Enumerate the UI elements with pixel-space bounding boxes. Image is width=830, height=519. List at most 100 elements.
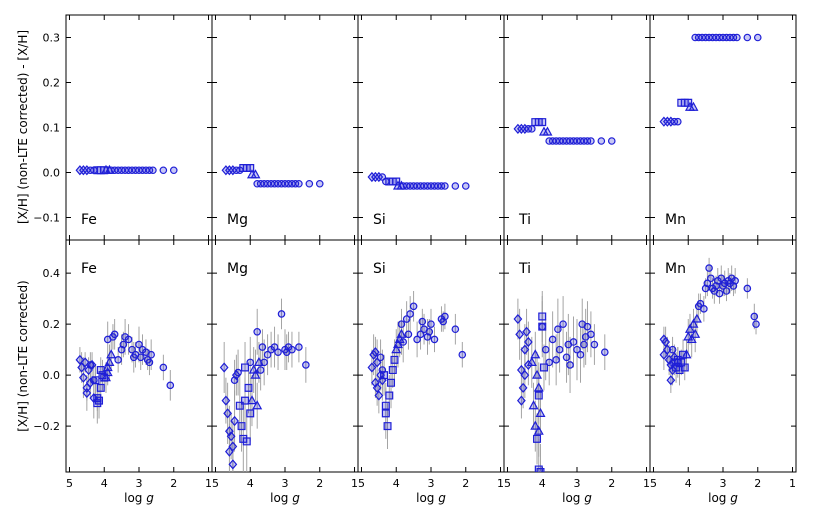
data-point-circle — [149, 166, 157, 175]
data-point-circle — [703, 279, 712, 288]
data-point-diamond — [370, 377, 380, 388]
data-layer — [221, 164, 324, 188]
data-layer — [75, 164, 178, 176]
data-point-circle — [315, 179, 324, 188]
data-layer — [367, 290, 467, 450]
data-point-circle — [305, 179, 314, 188]
panel-frame — [65, 14, 213, 241]
data-point-square — [383, 422, 392, 431]
data-point-circle — [263, 350, 272, 359]
data-point-square — [385, 391, 394, 400]
data-point-triangle — [533, 425, 544, 435]
data-point-diamond — [82, 382, 92, 393]
data-point-triangle — [690, 328, 701, 338]
element-label: Fe — [81, 261, 97, 277]
data-point-circle — [295, 343, 303, 351]
data-point-circle — [90, 166, 98, 175]
x-tick-label: 3 — [720, 477, 727, 490]
data-point-circle — [427, 320, 435, 328]
data-point-diamond — [372, 382, 382, 393]
x-tick-label: 2 — [316, 477, 323, 490]
x-tick-label: 5 — [650, 477, 657, 490]
data-point-diamond — [221, 395, 231, 406]
data-point-diamond — [522, 326, 531, 337]
x-tick-label: 4 — [685, 477, 692, 490]
data-point-circle — [382, 177, 390, 186]
data-point-circle — [270, 343, 279, 351]
data-point-square — [381, 401, 390, 410]
x-tick-label: 3 — [282, 477, 289, 490]
x-tick-label: 2 — [754, 477, 761, 490]
data-point-square — [539, 363, 548, 372]
data-point-square — [387, 378, 396, 387]
data-point-circle — [554, 325, 562, 334]
data-point-circle — [258, 343, 267, 351]
panel-grid: −0.1 0.0 0.1 0.2 0.3 Fe Mg Si Ti Mn −0.2 0.0 0.2 0.4 5… — [33, 14, 797, 490]
x-tick-label: 4 — [247, 477, 254, 490]
data-point-circle — [119, 340, 128, 349]
panel-top-ti: Ti — [503, 14, 651, 241]
data-point-circle — [169, 166, 178, 175]
data-point-circle — [552, 356, 560, 364]
data-point-circle — [295, 179, 303, 188]
data-point-circle — [576, 350, 585, 359]
y-tick-label: 0.0 — [43, 369, 61, 382]
data-point-square — [381, 409, 390, 418]
data-point-circle — [743, 33, 752, 42]
data-point-triangle — [688, 318, 699, 328]
data-point-circle — [378, 366, 387, 374]
data-layer — [513, 290, 609, 472]
data-layer — [219, 298, 310, 472]
data-point-circle — [397, 320, 406, 328]
data-point-circle — [145, 358, 154, 367]
data-point-square — [680, 363, 689, 372]
data-point-triangle — [535, 407, 546, 417]
data-point-circle — [597, 137, 606, 145]
data-point-diamond — [367, 362, 377, 373]
data-point-diamond — [661, 336, 671, 348]
data-point-diamond — [228, 441, 238, 452]
y-tick-label: −0.2 — [33, 420, 60, 433]
data-point-diamond — [223, 408, 233, 419]
data-point-square — [390, 355, 399, 364]
data-point-circle — [234, 368, 242, 377]
data-point-triangle — [391, 344, 402, 354]
data-point-circle — [409, 302, 418, 311]
data-point-triangle — [250, 169, 261, 179]
data-point-triangle — [106, 349, 117, 359]
data-point-triangle — [530, 420, 541, 430]
data-point-diamond — [226, 431, 236, 442]
data-point-circle — [707, 274, 715, 283]
data-point-diamond — [666, 375, 676, 386]
data-point-triangle — [684, 323, 695, 333]
x-tick-label: 5 — [66, 477, 73, 490]
data-point-circle — [260, 358, 268, 367]
data-layer — [659, 33, 762, 127]
data-point-circle — [528, 125, 536, 133]
element-label: Ti — [518, 212, 531, 228]
xlabel-group: log g log g log g log g log g — [124, 491, 738, 505]
data-point-circle — [399, 338, 407, 346]
data-point-circle — [110, 330, 119, 339]
panel-top-mn: Mn — [649, 14, 797, 241]
data-point-square — [96, 383, 105, 392]
data-point-triangle — [396, 328, 407, 338]
data-point-circle — [733, 33, 741, 42]
data-point-triangle — [691, 313, 702, 323]
data-point-circle — [541, 345, 550, 354]
data-point-circle — [722, 287, 731, 295]
data-point-square — [538, 312, 547, 321]
data-point-circle — [402, 315, 411, 323]
data-point-circle — [288, 345, 296, 354]
y-tick-label: 0.0 — [43, 167, 61, 180]
data-point-circle — [587, 330, 595, 339]
element-label: Mn — [665, 212, 686, 228]
data-point-circle — [302, 361, 310, 369]
x-tick-label: 4 — [101, 477, 108, 490]
data-point-diamond — [224, 426, 234, 437]
x-tick-label: 5 — [358, 477, 365, 490]
data-point-triangle — [533, 382, 544, 392]
data-point-circle — [731, 276, 739, 285]
data-point-diamond — [523, 336, 533, 348]
data-point-diamond — [520, 344, 530, 355]
